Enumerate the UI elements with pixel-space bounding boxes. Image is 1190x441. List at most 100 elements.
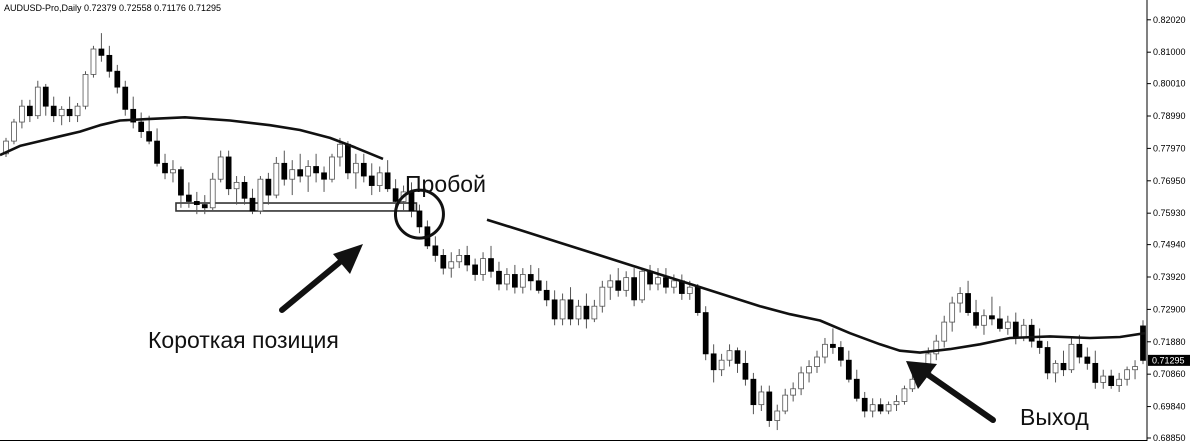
candle-body-bear	[989, 315, 995, 320]
candle	[615, 268, 622, 297]
candle-body-bull	[1124, 369, 1130, 380]
candle	[34, 80, 41, 119]
candle	[170, 160, 176, 183]
candle-body-bear	[997, 318, 1003, 329]
candle-body-bear	[464, 255, 471, 266]
candle-body-bear	[543, 289, 550, 301]
exit-arrow	[906, 361, 996, 423]
candle	[42, 83, 49, 116]
candle-body-bull	[289, 169, 296, 180]
candle-body-bull	[607, 280, 614, 288]
candle	[154, 128, 160, 167]
candle	[472, 258, 478, 281]
candle	[989, 296, 995, 326]
candle-body-bear	[345, 143, 351, 174]
candle	[504, 268, 510, 291]
candle-body-bull	[901, 388, 908, 402]
candle-body-bear	[734, 350, 741, 364]
candle	[178, 166, 184, 208]
candle	[933, 334, 940, 361]
candle	[376, 166, 383, 192]
candle-body-bull	[599, 286, 606, 307]
candle	[305, 160, 312, 192]
candle-body-bull	[257, 178, 264, 212]
candle	[496, 261, 502, 291]
candle	[877, 398, 884, 415]
candle	[209, 172, 216, 211]
candle-body-bear	[837, 347, 844, 361]
candle	[448, 252, 455, 278]
candle-body-bear	[583, 305, 590, 320]
candle	[289, 160, 296, 196]
candle	[575, 299, 582, 326]
candle	[122, 80, 129, 116]
candle-body-bull	[869, 404, 876, 412]
candle	[233, 176, 240, 205]
candle	[814, 350, 820, 373]
candle-body-bear	[66, 108, 73, 117]
candle	[1116, 372, 1123, 392]
candle	[702, 306, 709, 361]
candle-body-bear	[861, 397, 868, 412]
candle	[1044, 341, 1051, 380]
candle	[58, 106, 65, 126]
candle-body-bull	[34, 86, 41, 117]
candle	[607, 274, 614, 300]
candle	[965, 280, 971, 316]
candle	[885, 401, 892, 415]
candle-body-bear	[973, 312, 979, 326]
exit-label: Выход	[1020, 404, 1089, 430]
candle	[774, 404, 781, 431]
candle-body-bull	[1052, 362, 1059, 374]
candle	[1108, 369, 1115, 389]
candle	[559, 293, 566, 326]
candle-body-bull	[217, 156, 224, 180]
candle	[758, 385, 765, 412]
candle-body-bear	[42, 86, 49, 107]
candle-body-bear	[162, 162, 168, 174]
candle	[623, 271, 630, 297]
candle	[1084, 347, 1091, 370]
candle-body-bear	[551, 299, 558, 320]
candle-body-bull	[718, 359, 725, 371]
candle-body-bull	[74, 105, 81, 117]
candle	[1068, 337, 1075, 373]
candle	[734, 347, 741, 373]
candle-body-bull	[11, 121, 17, 142]
candle-body-bear	[392, 188, 399, 202]
candle-body-bull	[209, 178, 216, 209]
candle-body-bull	[941, 321, 948, 342]
candle	[162, 153, 168, 180]
candle	[997, 306, 1003, 332]
candle	[201, 195, 208, 215]
candle-body-bull	[726, 350, 733, 361]
candle-body-bear	[512, 274, 518, 288]
price-tick-label: 0.71880	[1153, 337, 1186, 347]
candle	[909, 372, 916, 392]
candle	[297, 153, 304, 183]
candle-body-bear	[432, 245, 439, 256]
price-tick-label: 0.73920	[1153, 272, 1186, 282]
candle	[830, 328, 836, 354]
candle-body-bear	[241, 181, 248, 199]
candle-body-bull	[337, 143, 343, 158]
candle-body-bear	[742, 362, 749, 380]
candle	[321, 166, 327, 192]
candle-body-bear	[1060, 362, 1067, 371]
candle	[901, 385, 908, 405]
candle	[384, 160, 391, 192]
price-tick-label: 0.75930	[1153, 208, 1186, 218]
candle	[1028, 318, 1035, 348]
moving-average-line	[0, 116, 1146, 354]
candle-body-bull	[559, 299, 566, 320]
candle-body-bull	[352, 162, 359, 174]
symbol-ohlc-label: AUDUSD-Pro,Daily 0.72379 0.72558 0.71176…	[4, 3, 221, 13]
candle	[281, 150, 288, 186]
candle	[106, 45, 113, 78]
candle-body-bull	[448, 261, 455, 269]
candle-body-bear	[440, 255, 447, 269]
candle-body-bull	[806, 366, 812, 374]
candle	[1036, 328, 1043, 354]
candle	[599, 280, 606, 313]
